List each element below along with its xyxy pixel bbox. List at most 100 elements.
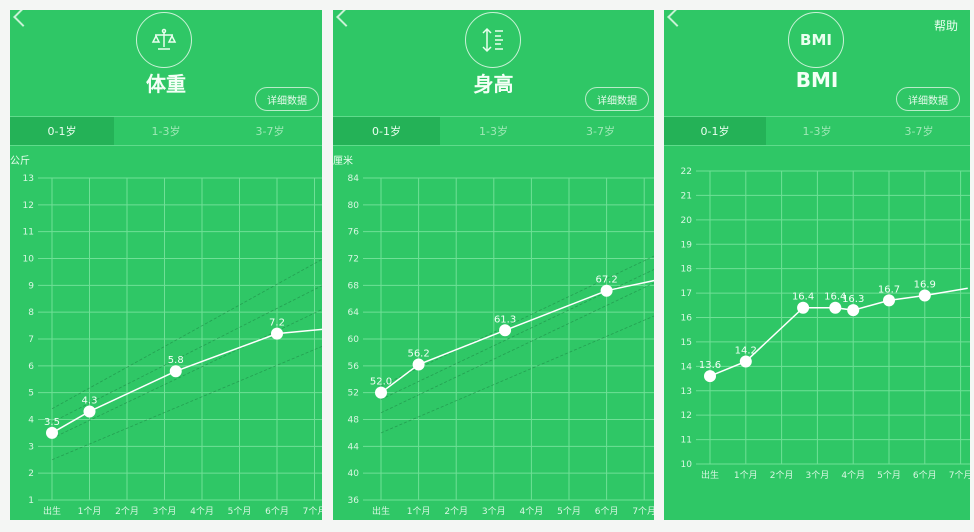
- y-tick-label: 3: [28, 442, 34, 452]
- tab-age-2[interactable]: 3-7岁: [255, 125, 285, 138]
- y-tick-label: 19: [681, 240, 693, 250]
- bmi-panel: 帮助 BMI BMI 详细数据 0-1岁 1-3岁 3-7岁 10 11 12 13 14 15 16 17…: [664, 10, 970, 520]
- data-point: [412, 358, 425, 371]
- detail-data-button[interactable]: 详细数据: [896, 87, 960, 111]
- y-tick-label: 10: [23, 255, 35, 265]
- age-tabs: 0-1岁 1-3岁 3-7岁: [333, 116, 654, 146]
- data-point: [829, 301, 842, 314]
- x-tick-label: 2个月: [115, 506, 139, 517]
- x-tick-label: 2个月: [444, 506, 468, 517]
- y-tick-label: 12: [23, 201, 34, 211]
- data-label: 5.8: [168, 355, 184, 366]
- age-tabs: 0-1岁 1-3岁 3-7岁: [664, 116, 970, 146]
- y-tick-label: 14: [681, 362, 693, 372]
- data-point: [704, 370, 716, 383]
- tab-age-2[interactable]: 3-7岁: [904, 125, 934, 138]
- unit-label: 厘米: [333, 156, 353, 167]
- y-tick-label: 6: [28, 362, 34, 372]
- x-tick-label: 6个月: [595, 506, 619, 517]
- y-tick-label: 68: [348, 281, 360, 291]
- data-point: [83, 405, 96, 418]
- x-tick-label: 3个月: [806, 470, 830, 481]
- tab-age-1[interactable]: 1-3岁: [151, 125, 181, 138]
- x-tick-label: 1个月: [78, 506, 102, 517]
- x-tick-label: 2个月: [770, 470, 794, 481]
- series-line: [51, 328, 322, 434]
- data-label: 67.2: [595, 275, 617, 286]
- x-tick-label: 5个月: [557, 506, 581, 517]
- page-title: BMI: [795, 68, 839, 92]
- data-point: [46, 426, 58, 439]
- help-link[interactable]: 帮助: [933, 19, 958, 33]
- page-title: 身高: [473, 72, 514, 96]
- x-tick-label: 4个月: [520, 506, 544, 517]
- detail-data-button[interactable]: 详细数据: [585, 87, 649, 111]
- series-line: [709, 287, 968, 377]
- data-point: [499, 324, 512, 337]
- tab-age-0[interactable]: 0-1岁: [10, 117, 114, 145]
- x-tick-label: 7个月: [949, 470, 970, 481]
- reference-curve: [380, 255, 654, 387]
- y-tick-label: 44: [348, 442, 360, 452]
- data-point: [883, 294, 895, 307]
- y-tick-label: 48: [348, 416, 360, 426]
- data-point: [375, 386, 387, 399]
- data-point: [847, 304, 860, 317]
- data-point: [739, 355, 752, 368]
- x-tick-label: 4个月: [841, 470, 865, 481]
- y-tick-label: 10: [681, 460, 693, 470]
- x-tick-label: 出生: [372, 505, 390, 517]
- tab-age-1[interactable]: 1-3岁: [802, 125, 832, 138]
- data-label: 7.2: [269, 318, 285, 329]
- y-tick-label: 52: [348, 389, 359, 399]
- y-tick-label: 80: [348, 201, 360, 211]
- data-label: 16.9: [914, 280, 936, 291]
- y-tick-label: 9: [28, 281, 34, 291]
- y-tick-label: 13: [23, 174, 34, 184]
- y-tick-label: 20: [681, 216, 693, 226]
- data-label: 14.2: [735, 345, 757, 356]
- y-tick-label: 8: [28, 308, 34, 318]
- growth-chart: 36 40 44 48 52 56 60 64 68 72 76 80 84 出生 1个月 2个月 3个月 4个月…: [348, 174, 654, 517]
- data-point: [169, 365, 182, 378]
- unit-label: 公斤: [10, 156, 30, 167]
- bmi-icon: BMI: [788, 12, 844, 68]
- y-tick-label: 1: [28, 496, 34, 506]
- x-tick-label: 出生: [43, 505, 61, 517]
- x-tick-label: 6个月: [265, 506, 289, 517]
- reference-curve: [380, 282, 654, 414]
- x-tick-label: 1个月: [734, 470, 758, 481]
- y-tick-label: 15: [681, 338, 692, 348]
- y-tick-label: 12: [681, 411, 692, 421]
- y-tick-label: 21: [681, 191, 692, 201]
- reference-curve: [51, 345, 322, 461]
- y-tick-label: 84: [348, 174, 360, 184]
- x-tick-label: 5个月: [877, 470, 901, 481]
- y-tick-label: 5: [28, 389, 34, 399]
- y-tick-label: 60: [348, 335, 360, 345]
- data-label: 61.3: [494, 314, 516, 325]
- x-tick-label: 7个月: [303, 506, 322, 517]
- tab-age-0[interactable]: 0-1岁: [664, 117, 766, 145]
- x-tick-label: 3个月: [153, 506, 177, 517]
- data-label: 52.0: [370, 377, 392, 388]
- data-point: [600, 284, 613, 297]
- detail-data-button[interactable]: 详细数据: [255, 87, 319, 111]
- y-tick-label: 2: [28, 469, 34, 479]
- y-tick-label: 7: [28, 335, 34, 345]
- y-tick-label: 13: [681, 387, 692, 397]
- y-tick-label: 16: [681, 314, 693, 324]
- x-tick-label: 7个月: [632, 506, 654, 517]
- data-label: 16.4: [792, 292, 814, 303]
- x-tick-label: 5个月: [228, 506, 252, 517]
- y-tick-label: 22: [681, 167, 692, 177]
- tab-age-1[interactable]: 1-3岁: [479, 125, 508, 138]
- data-label: 4.3: [82, 395, 98, 406]
- reference-curve: [51, 309, 322, 439]
- tab-age-0[interactable]: 0-1岁: [333, 117, 440, 145]
- data-label: 3.5: [44, 417, 60, 428]
- y-tick-label: 40: [348, 469, 360, 479]
- bmi-icon-text: BMI: [800, 31, 832, 49]
- tab-age-2[interactable]: 3-7岁: [586, 125, 615, 138]
